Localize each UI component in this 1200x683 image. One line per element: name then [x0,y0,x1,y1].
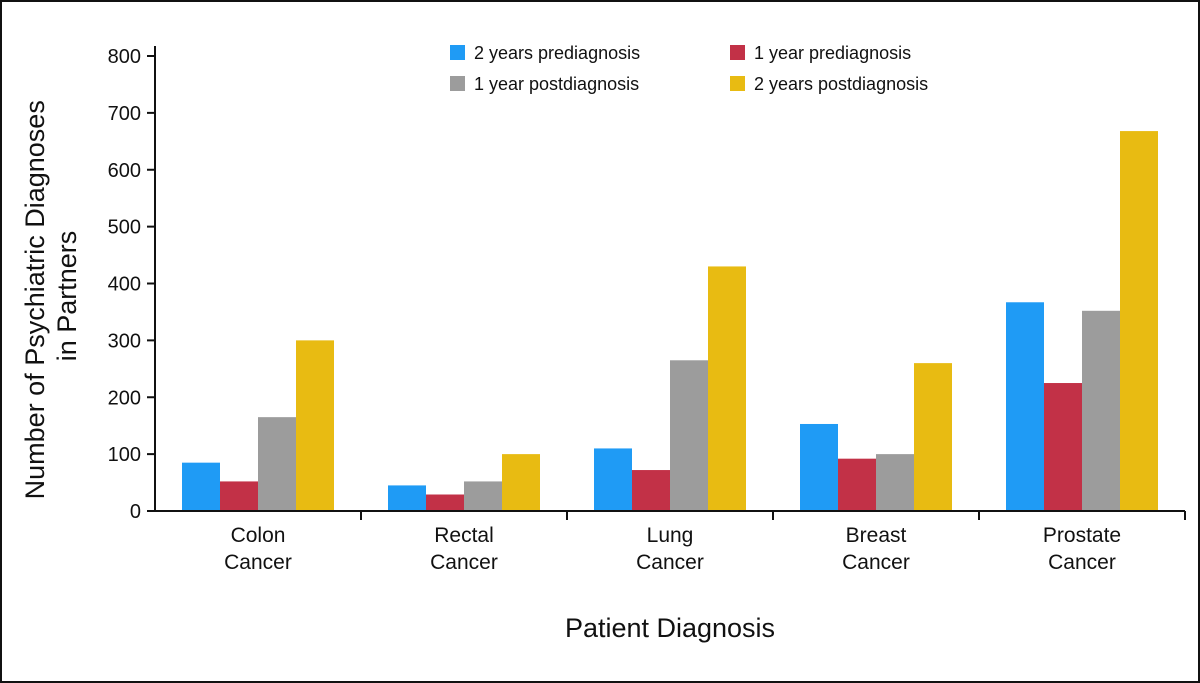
x-tick-label-lung: Lung Cancer [636,524,704,574]
bar-breast-1-year-postdiagnosis [876,454,914,511]
y-tick-label: 800 [108,46,141,68]
legend-swatch [450,76,465,91]
bar-rectal-1-year-prediagnosis [426,494,464,511]
x-tick-label-colon: Colon Cancer [224,524,292,574]
bar-rectal-2-years-prediagnosis [388,485,426,511]
bar-prostate-1-year-postdiagnosis [1082,310,1120,511]
y-tick-label: 400 [108,274,141,296]
bar-prostate-2-years-postdiagnosis [1120,131,1158,511]
legend-swatch [730,45,745,60]
legend-item-2-years-prediagnosis: 2 years prediagnosis [450,43,640,63]
y-axis-title: Number of Psychiatric Diagnoses in Partn… [20,93,82,500]
y-axis-title-line-1: Number of Psychiatric Diagnoses [20,100,50,499]
y-tick-label: 600 [108,160,141,182]
y-tick-label: 300 [108,330,141,352]
bar-prostate-2-years-prediagnosis [1006,302,1044,511]
bar-lung-2-years-prediagnosis [594,448,632,511]
y-tick-label: 0 [130,501,141,523]
legend-swatch [450,45,465,60]
legend-label: 2 years postdiagnosis [754,74,928,94]
y-tick-label: 500 [108,217,141,239]
y-tick-label: 700 [108,103,141,125]
bar-breast-1-year-prediagnosis [838,458,876,511]
legend-swatch [730,76,745,91]
bar-colon-1-year-postdiagnosis [258,417,296,511]
x-tick-label-breast: Breast Cancer [842,524,910,574]
bar-colon-2-years-postdiagnosis [296,340,334,511]
bar-breast-2-years-postdiagnosis [914,363,952,511]
bar-breast-2-years-prediagnosis [800,423,838,511]
y-tick-label: 200 [108,387,141,409]
bar-prostate-1-year-prediagnosis [1044,383,1082,511]
y-axis: 0 100 200 300 400 500 600 700 800 [108,46,156,523]
bar-colon-1-year-prediagnosis [220,481,258,511]
y-axis-title-line-2: in Partners [52,231,82,362]
legend-label: 1 year prediagnosis [754,43,911,63]
legend-item-1-year-prediagnosis: 1 year prediagnosis [730,43,911,63]
bar-lung-1-year-prediagnosis [632,470,670,511]
bar-lung-1-year-postdiagnosis [670,360,708,511]
x-axis: Colon Cancer Rectal Cancer Lung Cancer Breast C… [155,510,1186,574]
bar-colon-2-years-prediagnosis [182,462,220,511]
y-tick-label: 100 [108,444,141,466]
x-axis-title: Patient Diagnosis [565,613,775,643]
legend-label: 2 years prediagnosis [474,43,640,63]
legend-item-2-years-postdiagnosis: 2 years postdiagnosis [730,74,928,94]
x-tick-label-rectal: Rectal Cancer [430,524,498,574]
bar-rectal-2-years-postdiagnosis [502,454,540,511]
bars-layer [182,131,1158,511]
legend-label: 1 year postdiagnosis [474,74,639,94]
bar-rectal-1-year-postdiagnosis [464,481,502,511]
bar-lung-2-years-postdiagnosis [708,266,746,511]
legend: 2 years prediagnosis 1 year prediagnosis 1… [450,43,928,94]
x-tick-label-prostate: Prostate Cancer [1043,524,1121,574]
legend-item-1-year-postdiagnosis: 1 year postdiagnosis [450,74,639,94]
